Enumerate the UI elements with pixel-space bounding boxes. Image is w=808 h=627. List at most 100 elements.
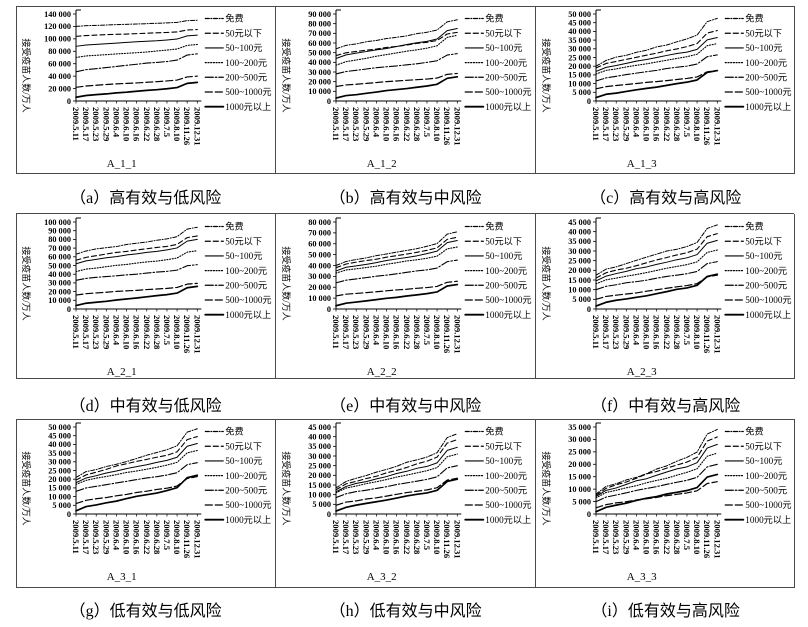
- svg-text:0: 0: [587, 510, 591, 519]
- svg-text:2009.7.5: 2009.7.5: [682, 107, 692, 137]
- svg-text:500~1000元: 500~1000元: [485, 87, 531, 97]
- svg-text:200~500元: 200~500元: [745, 73, 787, 83]
- svg-text:2009.6.10: 2009.6.10: [122, 107, 132, 141]
- svg-text:40 000: 40 000: [308, 432, 331, 441]
- svg-text:50元以下: 50元以下: [225, 28, 262, 38]
- svg-text:接受疫苗人数/万人: 接受疫苗人数/万人: [281, 451, 292, 525]
- svg-text:100~200元: 100~200元: [225, 58, 267, 68]
- svg-text:2009.8.10: 2009.8.10: [172, 314, 182, 348]
- svg-text:2009.8.10: 2009.8.10: [692, 314, 702, 348]
- svg-text:2009.6.10: 2009.6.10: [382, 520, 392, 554]
- svg-text:100~200元: 100~200元: [485, 471, 527, 481]
- svg-text:35 000: 35 000: [568, 237, 591, 246]
- svg-text:500~1000元: 500~1000元: [485, 500, 531, 510]
- svg-text:2009.5.23: 2009.5.23: [91, 314, 101, 348]
- svg-text:200~500元: 200~500元: [485, 280, 527, 290]
- svg-text:5 000: 5 000: [572, 497, 591, 506]
- svg-text:200~500元: 200~500元: [745, 486, 787, 496]
- svg-text:50 000: 50 000: [48, 423, 71, 432]
- svg-text:500~1000元: 500~1000元: [745, 500, 791, 510]
- svg-text:2009.6.22: 2009.6.22: [142, 520, 152, 554]
- svg-text:100~200元: 100~200元: [225, 471, 267, 481]
- svg-text:2009.6.10: 2009.6.10: [122, 314, 132, 348]
- svg-text:0: 0: [67, 97, 71, 106]
- svg-text:80 000: 80 000: [48, 47, 71, 56]
- svg-text:2009.12.31: 2009.12.31: [452, 314, 462, 353]
- svg-text:15 000: 15 000: [568, 473, 591, 482]
- svg-text:2009.12.31: 2009.12.31: [192, 107, 202, 146]
- svg-text:2009.6.28: 2009.6.28: [412, 520, 422, 554]
- svg-text:80 000: 80 000: [48, 235, 71, 244]
- svg-text:140 000: 140 000: [44, 10, 71, 19]
- svg-text:500~1000元: 500~1000元: [485, 295, 531, 305]
- svg-text:30 000: 30 000: [568, 45, 591, 54]
- svg-text:2009.8.10: 2009.8.10: [432, 107, 442, 141]
- svg-text:2009.5.23: 2009.5.23: [91, 520, 101, 554]
- svg-text:2009.6.22: 2009.6.22: [662, 314, 672, 348]
- svg-text:0: 0: [327, 304, 331, 313]
- svg-text:20 000: 20 000: [48, 287, 71, 296]
- svg-text:2009.6.28: 2009.6.28: [672, 314, 682, 348]
- svg-text:40 000: 40 000: [48, 440, 71, 449]
- svg-text:2009.5.29: 2009.5.29: [361, 520, 371, 554]
- svg-text:2009.6.4: 2009.6.4: [111, 107, 121, 138]
- svg-text:2009.5.17: 2009.5.17: [601, 107, 611, 142]
- svg-text:1000元以上: 1000元以上: [225, 102, 271, 112]
- svg-text:100~200元: 100~200元: [225, 265, 267, 275]
- svg-text:2009.6.16: 2009.6.16: [132, 314, 142, 349]
- svg-text:2009.6.10: 2009.6.10: [382, 314, 392, 348]
- svg-text:2009.6.22: 2009.6.22: [662, 107, 672, 141]
- svg-text:2009.7.5: 2009.7.5: [422, 314, 432, 344]
- svg-text:5 000: 5 000: [572, 295, 591, 304]
- svg-text:50~100元: 50~100元: [225, 43, 262, 53]
- svg-text:2009.6.10: 2009.6.10: [382, 107, 392, 141]
- svg-text:20 000: 20 000: [568, 266, 591, 275]
- svg-text:25 000: 25 000: [308, 461, 331, 470]
- svg-text:10 000: 10 000: [308, 490, 331, 499]
- svg-text:100~200元: 100~200元: [745, 471, 787, 481]
- svg-text:2009.5.11: 2009.5.11: [71, 107, 81, 141]
- svg-text:1000元以上: 1000元以上: [745, 515, 791, 525]
- svg-text:2009.8.10: 2009.8.10: [432, 314, 442, 348]
- svg-text:25 000: 25 000: [568, 53, 591, 62]
- svg-text:2009.7.5: 2009.7.5: [162, 520, 172, 550]
- svg-text:2009.11.26: 2009.11.26: [702, 520, 712, 559]
- svg-text:10 000: 10 000: [308, 293, 331, 302]
- svg-text:60 000: 60 000: [48, 252, 71, 261]
- svg-text:2009.12.31: 2009.12.31: [452, 520, 462, 559]
- svg-text:60 000: 60 000: [48, 60, 71, 69]
- svg-text:2009.5.11: 2009.5.11: [331, 107, 341, 141]
- svg-text:5 000: 5 000: [52, 501, 71, 510]
- svg-text:1000元以上: 1000元以上: [745, 309, 791, 319]
- svg-text:2009.6.16: 2009.6.16: [392, 314, 402, 349]
- svg-text:2009.5.23: 2009.5.23: [351, 107, 361, 141]
- svg-text:50 000: 50 000: [48, 261, 71, 270]
- svg-text:2009.6.28: 2009.6.28: [152, 107, 162, 141]
- svg-text:100 000: 100 000: [44, 217, 71, 226]
- svg-text:30 000: 30 000: [308, 452, 331, 461]
- svg-text:A_1_3: A_1_3: [627, 158, 657, 170]
- svg-text:50~100元: 50~100元: [745, 251, 782, 261]
- svg-text:35 000: 35 000: [568, 423, 591, 432]
- svg-text:2009.6.28: 2009.6.28: [152, 314, 162, 348]
- svg-text:60 000: 60 000: [308, 39, 331, 48]
- svg-text:接受疫苗人数/万人: 接受疫苗人数/万人: [541, 246, 552, 320]
- svg-text:0: 0: [327, 97, 331, 106]
- svg-text:200~500元: 200~500元: [485, 486, 527, 496]
- svg-text:500~1000元: 500~1000元: [225, 500, 271, 510]
- svg-text:50元以下: 50元以下: [745, 236, 782, 246]
- svg-text:70 000: 70 000: [308, 228, 331, 237]
- svg-text:2009.6.4: 2009.6.4: [371, 520, 381, 551]
- svg-text:2009.7.5: 2009.7.5: [162, 314, 172, 344]
- svg-text:2009.6.16: 2009.6.16: [652, 107, 662, 142]
- svg-text:免费: 免费: [745, 220, 763, 231]
- svg-text:2009.11.26: 2009.11.26: [182, 314, 192, 353]
- svg-text:2009.8.10: 2009.8.10: [692, 107, 702, 141]
- svg-text:2009.6.16: 2009.6.16: [392, 520, 402, 555]
- svg-text:0: 0: [587, 97, 591, 106]
- svg-text:A_1_2: A_1_2: [367, 158, 397, 170]
- svg-text:50元以下: 50元以下: [485, 441, 522, 451]
- svg-text:A_2_1: A_2_1: [107, 365, 137, 377]
- svg-text:30 000: 30 000: [308, 272, 331, 281]
- svg-text:100~200元: 100~200元: [485, 265, 527, 275]
